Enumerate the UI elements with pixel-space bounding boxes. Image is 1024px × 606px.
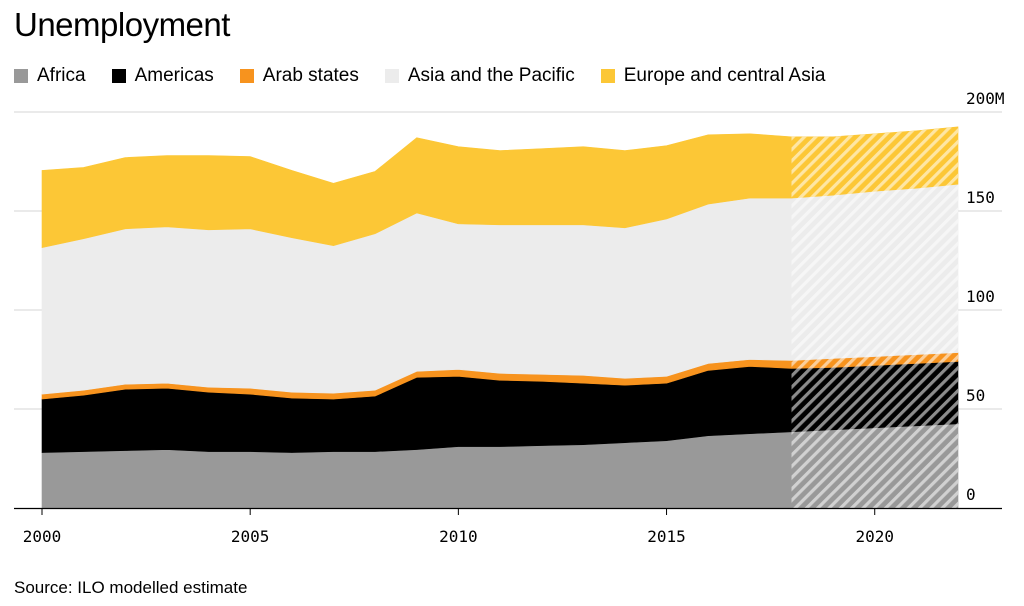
source-note: Source: ILO modelled estimate (14, 578, 248, 597)
area-asia-and-the-pacific-projection (791, 184, 958, 361)
legend-swatch (239, 69, 254, 83)
y-tick-label: 50 (966, 386, 985, 405)
x-tick-label: 2015 (647, 527, 686, 546)
x-tick-label: 2000 (23, 527, 62, 546)
legend-swatch (111, 69, 126, 83)
legend: Africa Americas Arab states Asia and the Pa… (14, 64, 852, 88)
area-americas-projection (791, 361, 958, 432)
chart-title: Unemployment (14, 6, 230, 43)
y-tick-label: 150 (966, 188, 995, 207)
legend-label: Asia and the Pacific (407, 65, 575, 86)
legend-swatch (600, 69, 615, 83)
legend-item: Americas (111, 65, 214, 87)
legend-swatch (14, 69, 28, 83)
legend-label: Arab states (262, 65, 359, 86)
legend-item: Europe and central Asia (600, 65, 826, 87)
legend-swatch (384, 69, 399, 83)
legend-label: Europe and central Asia (623, 65, 826, 86)
projection-overlay (791, 126, 958, 508)
y-tick-label: 200M (966, 89, 1005, 108)
area-stack (41, 126, 959, 509)
area-africa-projection (791, 423, 958, 508)
legend-label: Africa (37, 65, 86, 86)
legend-label: Americas (134, 65, 214, 86)
x-tick-label: 2005 (231, 527, 270, 546)
y-tick-label: 100 (966, 287, 995, 306)
y-tick-label: 0 (966, 485, 976, 504)
legend-item: Asia and the Pacific (384, 65, 575, 87)
legend-item: Africa (14, 65, 86, 87)
x-tick-label: 2010 (439, 527, 478, 546)
x-tick-label: 2020 (855, 527, 894, 546)
legend-item: Arab states (239, 65, 359, 87)
area-europe-and-central-asia-projection (791, 126, 958, 199)
area-arab-states-projection (791, 352, 958, 369)
